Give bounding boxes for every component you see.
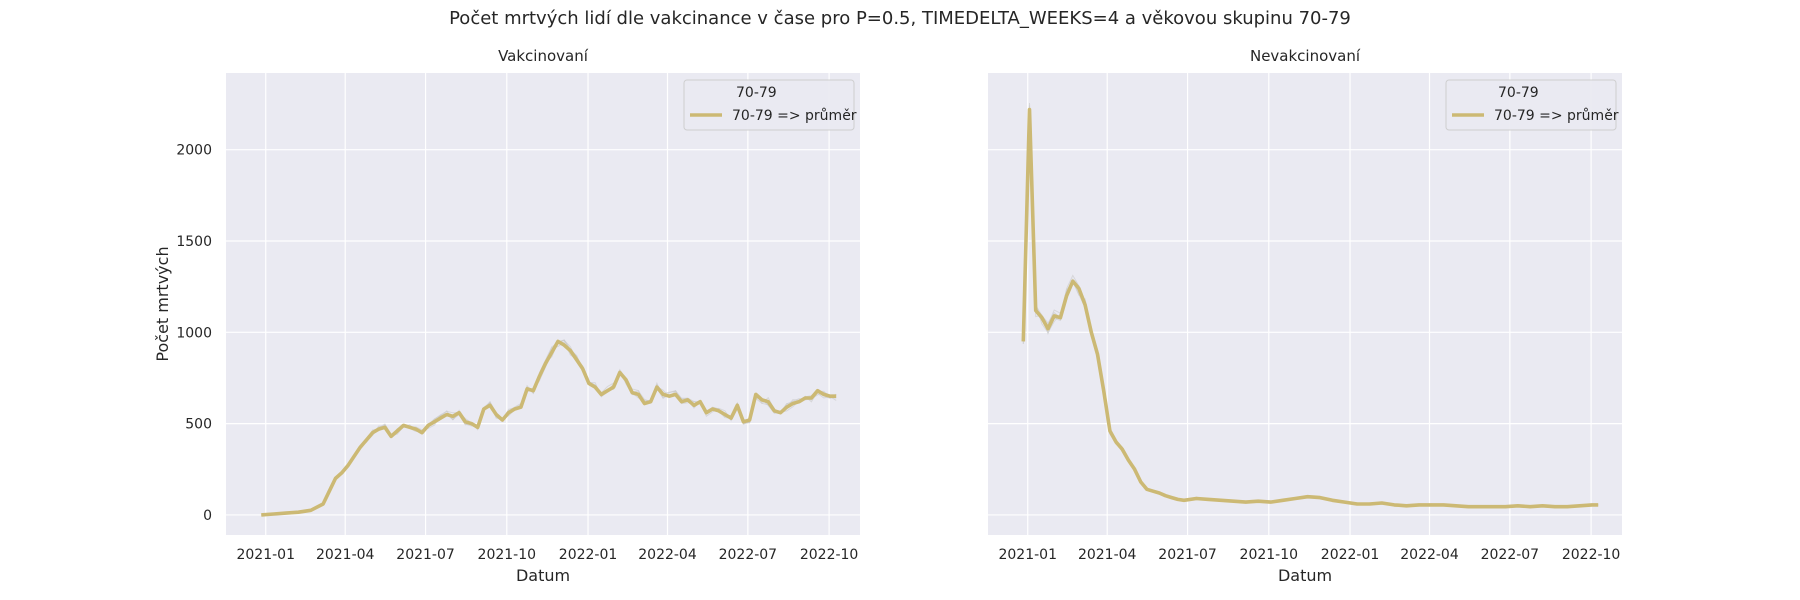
x-tick-label: 2022-10 bbox=[1562, 547, 1621, 563]
x-tick-label: 2022-04 bbox=[638, 547, 697, 563]
y-tick-label: 2000 bbox=[176, 143, 212, 159]
legend-entry: 70-79 => průměr bbox=[732, 108, 857, 124]
x-tick-label: 2021-07 bbox=[1158, 547, 1217, 563]
x-tick-label: 2022-07 bbox=[719, 547, 778, 563]
y-tick-label: 0 bbox=[203, 508, 212, 524]
x-tick-label: 2021-01 bbox=[236, 547, 295, 563]
x-tick-label: 2021-04 bbox=[1078, 547, 1137, 563]
figure-title: Počet mrtvých lidí dle vakcinance v čase… bbox=[449, 8, 1351, 29]
x-tick-label: 2022-01 bbox=[559, 547, 618, 563]
legend-title: 70-79 bbox=[736, 85, 777, 101]
x-tick-label: 2022-01 bbox=[1321, 547, 1380, 563]
series-mean-line bbox=[1021, 107, 1599, 509]
legend-title: 70-79 bbox=[1498, 85, 1539, 101]
x-tick-label: 2021-01 bbox=[998, 547, 1057, 563]
x-axis-label: Datum bbox=[1278, 566, 1332, 585]
legend-box bbox=[1445, 79, 1617, 131]
x-tick-label: 2022-04 bbox=[1400, 547, 1459, 563]
y-axis-label: Počet mrtvých bbox=[153, 246, 172, 361]
legend: 70-79 70-79 => průměr bbox=[1445, 79, 1619, 131]
y-tick-label: 500 bbox=[185, 417, 212, 433]
series-mean-line bbox=[261, 339, 837, 517]
x-tick-label: 2022-10 bbox=[800, 547, 859, 563]
legend-entry: 70-79 => průměr bbox=[1494, 108, 1619, 124]
x-tick-label: 2021-10 bbox=[1240, 547, 1299, 563]
panel-title: Nevakcinovaní bbox=[1250, 47, 1361, 65]
x-tick-label: 2022-07 bbox=[1481, 547, 1540, 563]
legend-box bbox=[683, 79, 855, 131]
y-tick-label: 1500 bbox=[176, 234, 212, 250]
x-tick-label: 2021-10 bbox=[478, 547, 537, 563]
x-axis-label: Datum bbox=[516, 566, 570, 585]
panel-title: Vakcinovaní bbox=[498, 47, 589, 65]
plot-background bbox=[226, 73, 860, 535]
x-tick-label: 2021-04 bbox=[316, 547, 375, 563]
x-tick-label: 2021-07 bbox=[396, 547, 455, 563]
legend: 70-79 70-79 => průměr bbox=[683, 79, 857, 131]
chart-panel-nevakcinovani: 2021-01 2021-04 2021-07 2021-10 2022-01 2022-… bbox=[988, 47, 1622, 585]
chart-panel-vakcinovani: 0 500 1000 1500 2000 2021-01 2021-04 2021-07 202… bbox=[153, 47, 860, 585]
y-tick-label: 1000 bbox=[176, 325, 212, 341]
